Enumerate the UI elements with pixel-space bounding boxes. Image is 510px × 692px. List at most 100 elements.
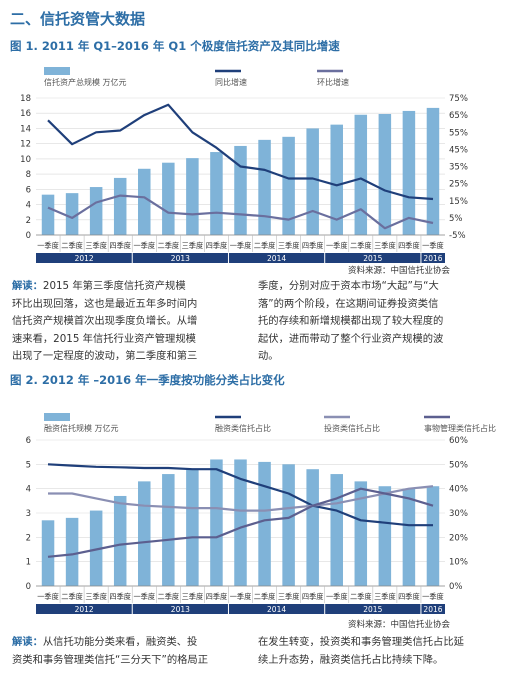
- y-tick-left: 3: [26, 509, 31, 519]
- x-tick-label: 一季度: [230, 241, 252, 250]
- y-tick-left: 14: [20, 124, 31, 134]
- x-tick-label: 四季度: [109, 241, 131, 250]
- y-tick-left: 2: [26, 216, 31, 226]
- bar: [234, 145, 247, 235]
- bar: [402, 110, 416, 235]
- x-tick-label: 四季度: [302, 241, 324, 250]
- x-tick-label: 二季度: [158, 592, 180, 601]
- paragraph-text: 从信托功能分类来看，融资类、投: [42, 636, 198, 648]
- bar: [426, 486, 440, 586]
- legend-label: 同比增速: [215, 77, 247, 87]
- section-title: 二、信托资管大数据: [10, 10, 146, 28]
- x-tick-label: 二季度: [254, 241, 276, 250]
- year-band: [36, 253, 445, 263]
- x-tick-label: 四季度: [398, 241, 420, 250]
- y-tick-left: 5: [26, 460, 31, 470]
- bar: [113, 495, 127, 586]
- paragraph-text: 2015 年第三季度信托资产规模: [42, 280, 186, 292]
- y-tick-left: 8: [26, 170, 31, 180]
- bar: [210, 459, 223, 586]
- figure-2-title: 图 2. 2012 年 –2016 年一季度按功能分类占比变化: [10, 373, 285, 387]
- bar: [258, 461, 271, 586]
- y-tick-left: 0: [26, 582, 31, 592]
- paragraph-line: 落”的两个阶段，在这期间证券投资类信: [258, 297, 439, 310]
- x-tick-label: 三季度: [182, 592, 204, 601]
- bar: [186, 158, 199, 235]
- paragraph-line: 环比出现回落，这也是最近五年多时间内: [12, 297, 198, 310]
- y-tick-right: 15%: [449, 197, 468, 207]
- x-tick-label: 一季度: [37, 592, 59, 601]
- x-tick-label: 二季度: [61, 592, 83, 601]
- legend-swatch-bar: [44, 67, 70, 75]
- x-tick-label: 二季度: [350, 241, 372, 250]
- year-label: 2015: [363, 254, 382, 263]
- paragraph-line: 解读：2015 年第三季度信托资产规模: [12, 278, 249, 296]
- x-tick-label: 三季度: [278, 241, 300, 250]
- series-line: [48, 485, 434, 512]
- series-line: [47, 487, 434, 558]
- x-tick-label: 三季度: [85, 592, 107, 601]
- bar: [258, 139, 271, 235]
- x-tick-label: 四季度: [302, 592, 324, 601]
- y-tick-right: 5%: [449, 214, 463, 224]
- y-tick-right: 60%: [449, 436, 468, 446]
- y-tick-right: -5%: [449, 231, 466, 241]
- x-tick-label: 三季度: [182, 241, 204, 250]
- paragraph-line: 解读：从信托功能分类来看，融资类、投: [12, 634, 249, 652]
- bar: [378, 113, 392, 235]
- bar: [162, 162, 175, 235]
- x-tick-label: 一季度: [37, 241, 59, 250]
- y-tick-right: 30%: [449, 509, 468, 519]
- y-tick-left: 10: [20, 155, 31, 165]
- bar: [41, 194, 55, 235]
- bar: [402, 488, 416, 586]
- figure-2-source: 资料来源：中国信托业协会: [347, 620, 450, 630]
- paragraph-line: 出现了一定程度的波动，第二季度和第三: [12, 350, 198, 362]
- paragraph-line: 信托资产规模首次出现季度负增长。从增: [12, 315, 198, 327]
- legend-label: 融资信托规模 万亿元: [44, 423, 119, 433]
- x-tick-label: 一季度: [230, 592, 252, 601]
- y-tick-left: 6: [26, 185, 31, 195]
- legend-label: 投资类信托占比: [324, 423, 380, 433]
- x-tick-label: 一季度: [326, 592, 348, 601]
- y-tick-left: 12: [20, 140, 31, 150]
- x-tick-label: 三季度: [374, 592, 396, 601]
- y-tick-left: 2: [26, 533, 31, 543]
- paragraph-line: 在发生转变，投资类和事务管理类信托占比延: [258, 636, 464, 648]
- bar: [41, 520, 55, 586]
- bar: [186, 469, 199, 586]
- year-label: 2012: [75, 254, 94, 263]
- y-tick-right: 10%: [449, 558, 468, 568]
- paragraph-line: 续上升态势，融资类信托占比持续下降。: [258, 653, 444, 666]
- bar: [138, 168, 151, 235]
- y-tick-right: 75%: [449, 94, 468, 104]
- y-tick-right: 65%: [449, 111, 468, 121]
- y-tick-right: 0%: [449, 582, 463, 592]
- y-tick-left: 6: [26, 436, 31, 446]
- x-tick-label: 三季度: [374, 241, 396, 250]
- y-tick-right: 25%: [449, 180, 468, 190]
- paragraph-2-right: 在发生转变，投资类和事务管理类信托占比延 续上升态势，融资类信托占比持续下降。: [258, 634, 498, 669]
- y-tick-left: 1: [26, 558, 31, 568]
- paragraph-line: 动。: [258, 350, 279, 362]
- bar: [65, 517, 79, 586]
- bar: [282, 136, 295, 235]
- legend-label: 事物管理类信托占比: [424, 423, 496, 433]
- bar: [282, 464, 295, 586]
- paragraph-lead: 解读：: [12, 280, 43, 292]
- y-tick-right: 50%: [449, 460, 468, 470]
- paragraph-1-left: 解读：2015 年第三季度信托资产规模 环比出现回落，这也是最近五年多时间内 信…: [12, 278, 249, 366]
- series-line: [47, 103, 434, 201]
- legend-swatch-bar: [44, 413, 70, 421]
- x-tick-label: 一季度: [133, 592, 155, 601]
- x-tick-label: 二季度: [158, 241, 180, 250]
- figure-1-source: 资料来源：中国信托业协会: [347, 266, 450, 276]
- y-tick-right: 55%: [449, 128, 468, 138]
- paragraph-1-right: 季度，分别对应于资本市场“大起”与“大 落”的两个阶段，在这期间证券投资类信 托…: [258, 278, 498, 366]
- legend-label: 环比增速: [317, 77, 349, 87]
- chart-asset-scale-growth: 信托资产总规模 万亿元 同比增速 环比增速 0 2 4 6 8 10 12 14 16 18 -5% 5% 1…: [20, 67, 468, 263]
- paragraph-line: 速来看，2015 年信托行业资产管理规模: [12, 332, 196, 345]
- y-tick-left: 0: [26, 231, 31, 241]
- x-tick-label: 二季度: [61, 241, 83, 250]
- bar: [162, 474, 175, 586]
